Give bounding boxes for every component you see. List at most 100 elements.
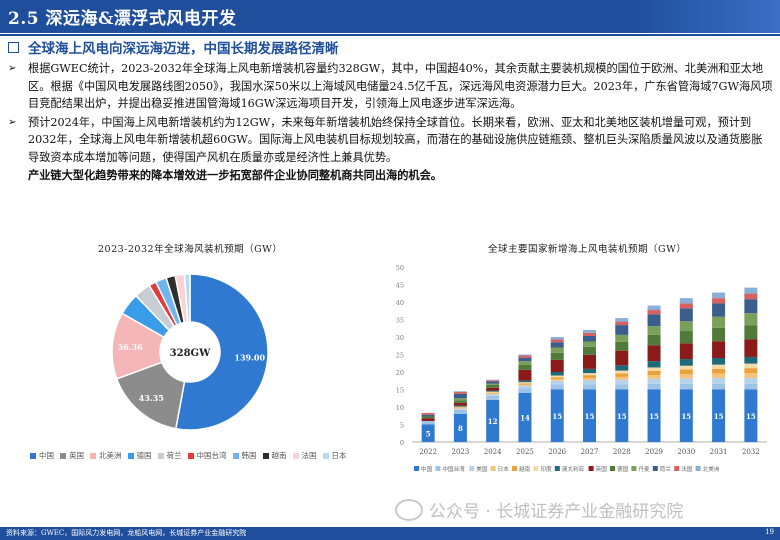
legend-label: 中国 [421,465,433,473]
bar-segment [453,405,467,407]
bar-segment [421,421,435,425]
bar-segment [615,341,629,351]
y-tick-label: 35 [396,317,404,325]
bar-segment [712,292,726,299]
bar-segment [453,408,467,409]
bar-segment [518,385,532,389]
bar-segment [647,361,661,368]
bar-segment [518,383,532,385]
legend-item: 韩国 [232,450,257,461]
bar-segment [615,384,629,390]
bar-segment [712,383,726,390]
legend-item: 中国台湾 [187,450,227,461]
legend-label: 德国 [617,465,629,473]
bar-segment [615,370,629,374]
bar-segment [583,389,596,442]
x-tick-label: 2026 [548,448,566,456]
bar-segment [550,384,564,390]
legend-swatch [90,452,96,459]
y-tick-label: 50 [396,264,404,272]
bar-segment [486,392,500,394]
bar-segment [421,412,435,415]
bar-segment [679,308,693,322]
bar-segment [518,357,532,362]
bar-segment [679,321,693,332]
section-subheading: 全球海上风电向深远海迈进，中国长期发展路径清晰 [8,37,339,57]
bar-segment [583,330,596,333]
bar-segment [583,380,596,385]
bar-segment [679,365,693,370]
bar-segment [550,372,564,376]
bar-segment [518,388,532,393]
legend-swatch [232,452,239,459]
watermark-text: 公众号 · 长城证券产业金融研究院 [429,502,684,522]
bar-segment [453,414,467,442]
y-tick-label: 15 [396,387,404,395]
bar-segment [647,389,661,442]
legend-label: 中国台湾 [442,465,465,473]
bar-segment [550,342,564,348]
pie-legend: 中国 英国 北美洲 德国 荷兰 中国台湾 韩国 越南 法国 日本 [30,450,347,461]
bar-segment [679,369,693,375]
bar-segment [550,339,564,343]
bar-segment [712,373,726,378]
bar-segment [550,352,564,360]
bar-segment [583,346,596,355]
legend-swatch [157,452,164,459]
bar-segment [615,318,629,322]
x-tick-label: 2028 [613,448,631,456]
y-tick-label: 5 [400,422,404,430]
legend-label: 澳大利亚 [562,465,585,473]
bar-segment [647,305,661,311]
legend-swatch [187,452,194,459]
bar-segment [712,389,726,442]
legend-swatch [610,466,615,471]
bar-segment [615,376,629,380]
bar-segment [744,383,758,390]
bar-segment [486,379,500,381]
bar-segment [712,298,726,304]
bar-segment [744,373,758,378]
legend-label: 德国 [136,451,152,460]
legend-swatch [322,452,329,459]
x-tick-label: 2022 [419,448,437,456]
bar-segment [421,414,435,417]
legend-swatch [674,466,680,471]
bar-segment [550,377,564,379]
legend-swatch [414,466,419,471]
bar-segment [453,400,467,403]
bar-segment [744,356,758,364]
legend-label: 越南 [271,451,287,460]
bar-segment [744,287,758,294]
bar-segment [679,331,693,344]
title-underline [0,34,780,36]
legend-label: 丹麦 [638,465,650,473]
y-tick-label: 10 [396,404,404,412]
y-tick-label: 30 [396,334,404,342]
bar-segment [615,334,629,342]
bar-segment [486,390,500,392]
bar-value-label: 15 [649,412,659,421]
x-tick-label: 2032 [742,448,760,456]
title-bar: 2.5 深远海&漂浮式风电开发 [0,0,780,33]
bar-segment [744,363,758,369]
bar-segment [583,375,596,378]
bar-segment [744,313,758,326]
legend-swatch [554,466,560,471]
bar-value-label: 15 [714,412,724,421]
bar-segment [712,377,726,384]
legend-swatch [435,466,441,471]
bar-segment [453,393,467,399]
legend-swatch [490,466,496,471]
source-note: 资料来源：GWEC，国际风力发电网，龙船风电网，长城证券产业金融研究院 [6,529,247,537]
x-tick-label: 2024 [484,448,502,456]
y-tick-label: 0 [400,439,404,447]
bar-segment [421,424,435,442]
bullet-item: ➢ 根据GWEC统计，2023-2032年全球海上风电新增装机容量约328GW，… [8,60,773,113]
bar-segment [486,400,500,442]
legend-label: 日本 [331,451,347,460]
bar-segment [518,380,532,383]
bullet-list: ➢ 根据GWEC统计，2023-2032年全球海上风电新增装机容量约328GW，… [8,60,773,184]
legend-swatch [652,466,658,471]
legend-label: 荷兰 [166,451,182,460]
